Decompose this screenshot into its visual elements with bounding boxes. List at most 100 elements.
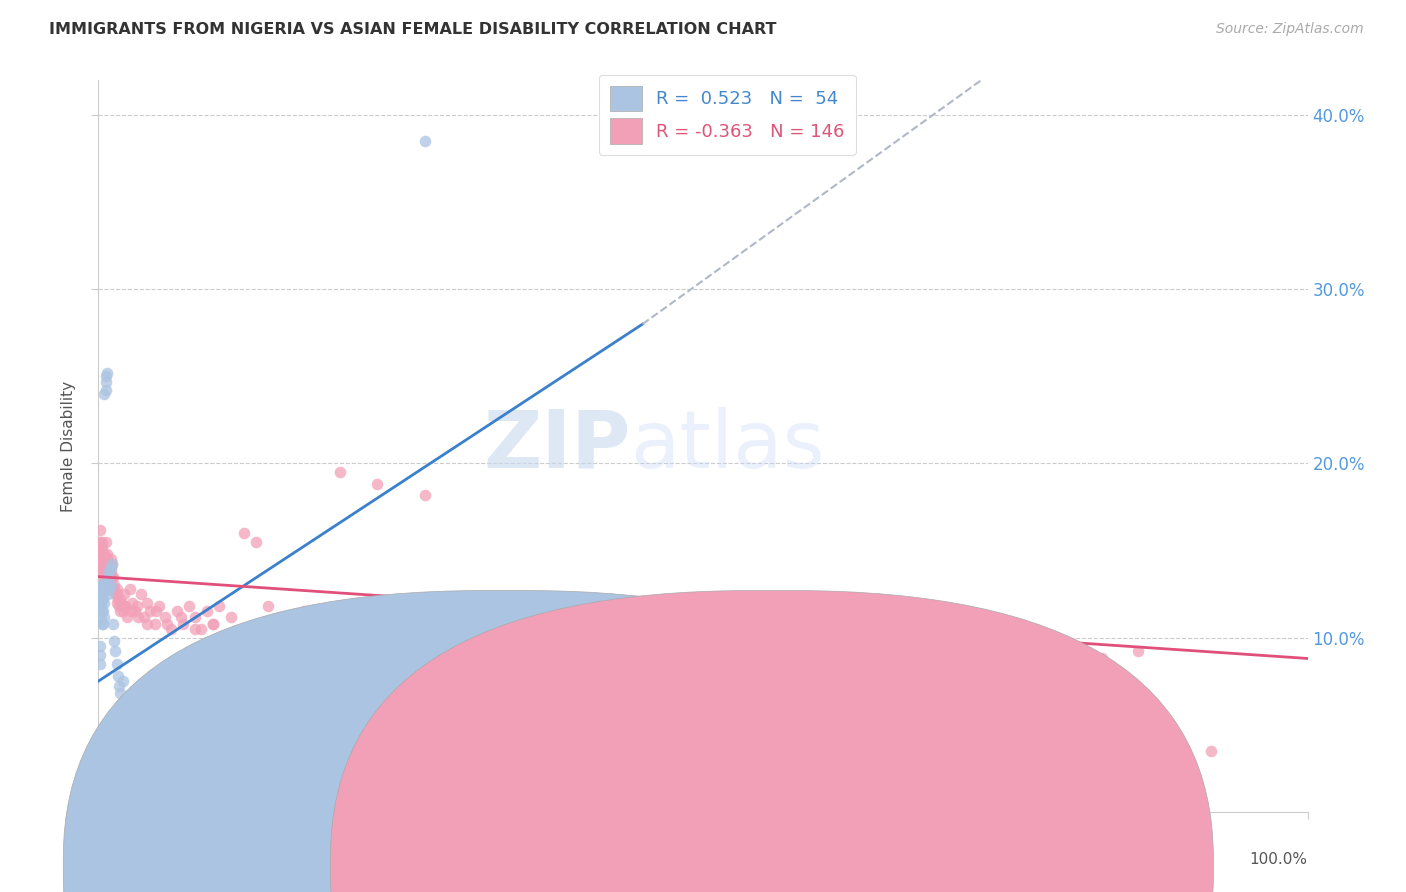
Point — [377, 599, 399, 614]
Point — [93, 386, 115, 401]
Point — [129, 731, 152, 746]
Point — [114, 599, 136, 614]
Point — [329, 622, 352, 636]
Point — [124, 604, 146, 618]
Point — [98, 561, 121, 575]
Point — [94, 552, 117, 566]
Text: Source: ZipAtlas.com: Source: ZipAtlas.com — [1216, 22, 1364, 37]
Point — [728, 744, 751, 758]
Point — [190, 622, 212, 636]
Point — [668, 622, 690, 636]
Point — [98, 582, 121, 596]
Point — [160, 622, 183, 636]
Point — [105, 596, 128, 610]
Point — [97, 558, 120, 572]
Point — [107, 592, 129, 607]
Point — [93, 569, 115, 583]
Point — [184, 609, 207, 624]
Y-axis label: Female Disability: Female Disability — [60, 380, 76, 512]
Point — [94, 565, 117, 579]
Point — [800, 640, 823, 654]
Point — [547, 609, 569, 624]
Point — [208, 599, 231, 614]
Point — [100, 569, 122, 583]
Point — [105, 582, 128, 596]
Point — [112, 587, 135, 601]
Point — [413, 616, 436, 631]
Point — [111, 604, 134, 618]
Point — [135, 616, 157, 631]
Point — [145, 604, 167, 618]
Point — [91, 540, 114, 554]
Point — [342, 604, 364, 618]
Point — [89, 534, 111, 549]
Point — [110, 596, 132, 610]
Point — [90, 613, 112, 627]
Point — [329, 465, 352, 479]
Point — [97, 587, 120, 601]
Point — [172, 616, 194, 631]
Point — [108, 679, 131, 693]
Point — [256, 599, 278, 614]
Point — [946, 644, 969, 658]
Point — [1042, 731, 1064, 746]
Point — [91, 592, 114, 607]
Point — [269, 609, 291, 624]
Point — [127, 599, 149, 614]
Point — [873, 644, 896, 658]
Text: Asians: Asians — [817, 848, 870, 863]
Text: IMMIGRANTS FROM NIGERIA VS ASIAN FEMALE DISABILITY CORRELATION CHART: IMMIGRANTS FROM NIGERIA VS ASIAN FEMALE … — [49, 22, 776, 37]
Point — [91, 552, 114, 566]
Point — [91, 616, 114, 631]
Point — [91, 587, 114, 601]
Point — [135, 596, 157, 610]
Point — [139, 604, 162, 618]
Point — [90, 587, 112, 601]
Point — [135, 749, 157, 764]
Point — [946, 721, 969, 735]
Point — [111, 674, 134, 689]
Point — [316, 609, 339, 624]
Point — [169, 609, 191, 624]
Point — [114, 599, 136, 614]
Point — [94, 565, 117, 579]
Point — [292, 604, 315, 618]
Point — [232, 526, 254, 541]
Point — [1199, 744, 1222, 758]
Point — [89, 648, 111, 662]
Point — [91, 592, 114, 607]
Point — [90, 578, 112, 592]
Point — [93, 596, 115, 610]
Point — [222, 627, 245, 641]
Point — [91, 578, 114, 592]
Point — [547, 731, 569, 746]
Point — [94, 375, 117, 389]
Point — [765, 634, 787, 648]
Point — [97, 582, 120, 596]
Point — [245, 622, 267, 636]
Point — [426, 604, 449, 618]
Point — [910, 640, 932, 654]
Text: Immigrants from Nigeria: Immigrants from Nigeria — [492, 848, 689, 863]
Point — [121, 596, 143, 610]
Point — [498, 604, 520, 618]
Point — [94, 578, 117, 592]
Point — [96, 578, 118, 592]
Point — [91, 558, 114, 572]
Point — [100, 558, 122, 572]
Point — [1054, 640, 1077, 654]
Point — [281, 622, 304, 636]
Point — [299, 634, 322, 648]
Point — [91, 574, 114, 589]
Point — [100, 552, 122, 566]
Point — [114, 691, 136, 706]
Point — [148, 766, 170, 780]
Point — [100, 569, 122, 583]
Point — [619, 616, 641, 631]
Point — [105, 657, 128, 671]
Point — [366, 609, 388, 624]
Point — [127, 721, 149, 735]
Point — [129, 587, 152, 601]
Point — [89, 657, 111, 671]
Point — [91, 565, 114, 579]
